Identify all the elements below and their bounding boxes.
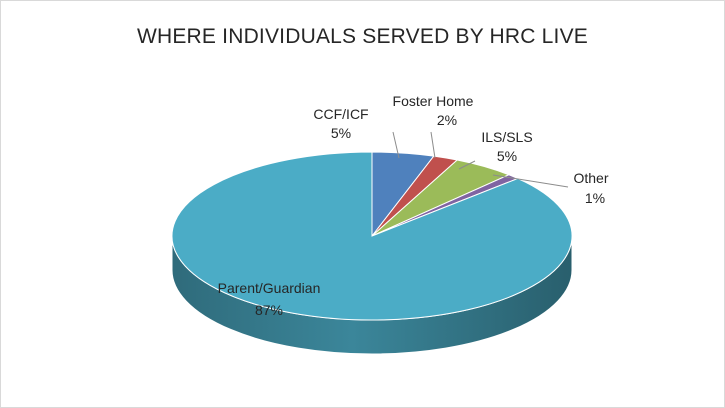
leader-line-foster-home	[430, 131, 436, 159]
leader-line-ils-sls	[458, 160, 476, 170]
label-name-other: Other	[573, 170, 608, 186]
leader-line-other	[492, 174, 569, 188]
label-name-foster-home: Foster Home	[393, 93, 474, 109]
label-name-parent-guardian: Parent/Guardian	[218, 280, 321, 296]
leader-lines	[392, 131, 569, 188]
label-value-ils-sls: 5%	[497, 148, 517, 164]
label-value-foster-home: 2%	[437, 112, 457, 128]
pie-slice-parent-guardian	[171, 151, 573, 321]
label-name-ccf-icf: CCF/ICF	[313, 106, 368, 122]
chart-title: WHERE INDIVIDUALS SERVED BY HRC LIVE	[136, 25, 589, 48]
pie-slices	[171, 151, 573, 321]
label-value-other: 1%	[585, 190, 605, 206]
label-value-ccf-icf: 5%	[331, 125, 351, 141]
leader-line-ccf-icf	[392, 131, 400, 159]
label-value-parent-guardian: 87%	[255, 302, 283, 318]
label-name-ils-sls: ILS/SLS	[481, 129, 532, 145]
